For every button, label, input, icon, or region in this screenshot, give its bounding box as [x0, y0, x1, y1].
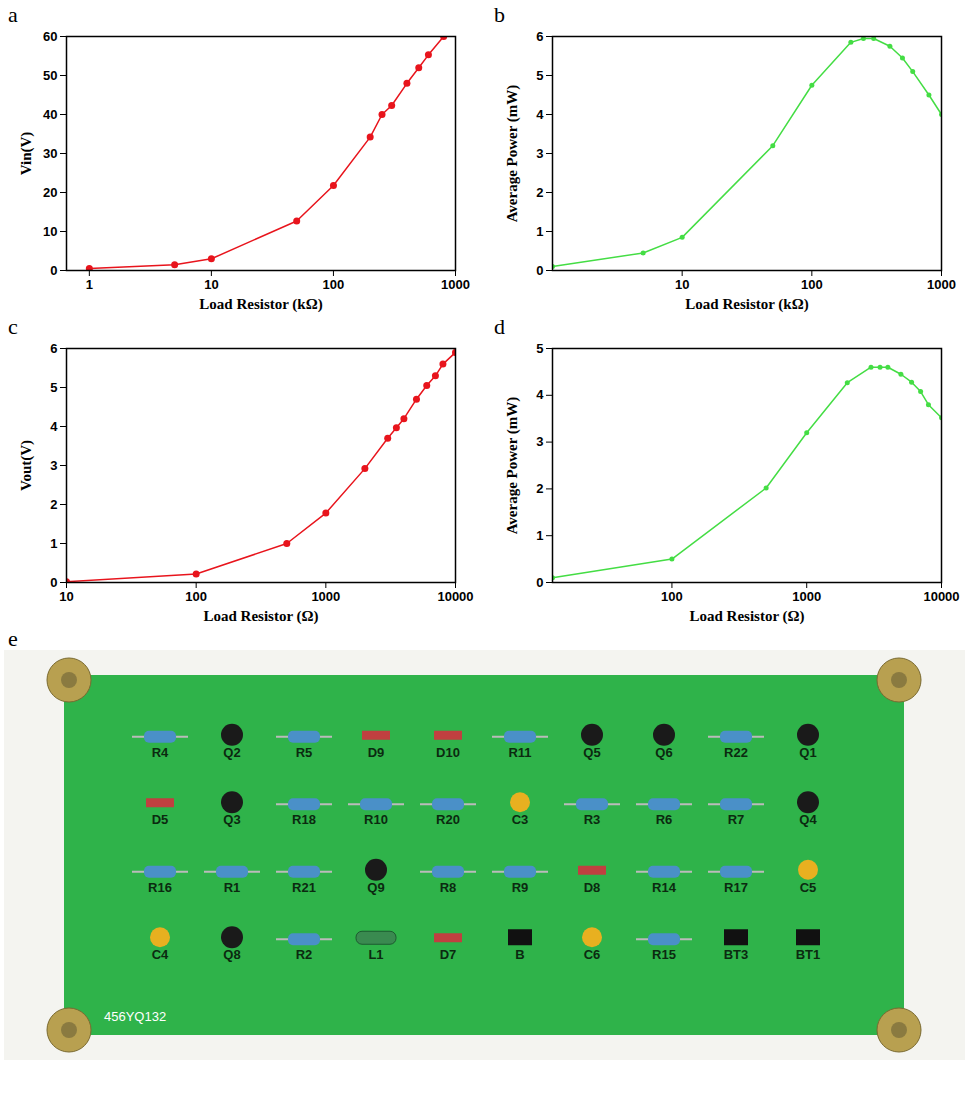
svg-text:5: 5	[536, 68, 543, 83]
svg-text:C3: C3	[512, 812, 529, 827]
svg-text:4: 4	[536, 387, 544, 402]
svg-text:1000: 1000	[441, 277, 470, 292]
svg-text:2: 2	[536, 481, 543, 496]
svg-text:10000: 10000	[923, 589, 959, 604]
svg-text:0: 0	[50, 575, 57, 590]
html-text:c: c	[8, 314, 18, 339]
svg-text:100: 100	[323, 277, 345, 292]
svg-text:100: 100	[661, 589, 683, 604]
svg-text:5: 5	[536, 341, 543, 356]
svg-text:1: 1	[86, 277, 93, 292]
svg-text:Q6: Q6	[655, 745, 672, 760]
svg-text:60: 60	[43, 29, 57, 44]
svg-text:Vout(V): Vout(V)	[18, 440, 35, 491]
svg-text:10: 10	[675, 277, 689, 292]
svg-text:C5: C5	[800, 880, 817, 895]
svg-text:100: 100	[801, 277, 823, 292]
html-text:b: b	[494, 2, 505, 27]
svg-text:R21: R21	[292, 880, 316, 895]
svg-text:BT1: BT1	[796, 947, 821, 962]
html-text:a: a	[8, 2, 18, 27]
svg-text:2: 2	[50, 497, 57, 512]
svg-text:Q3: Q3	[223, 812, 240, 827]
svg-text:Load Resistor (Ω): Load Resistor (Ω)	[689, 608, 804, 625]
svg-text:R15: R15	[652, 947, 676, 962]
html-text:d: d	[494, 314, 505, 339]
svg-text:Average Power (mW): Average Power (mW)	[504, 85, 521, 223]
svg-text:R6: R6	[656, 812, 673, 827]
svg-text:10: 10	[59, 589, 73, 604]
svg-text:Average Power (mW): Average Power (mW)	[504, 397, 521, 535]
svg-text:Vin(V): Vin(V)	[18, 132, 35, 176]
svg-text:3: 3	[50, 458, 57, 473]
svg-text:R4: R4	[152, 745, 169, 760]
svg-text:R17: R17	[724, 880, 748, 895]
svg-text:R5: R5	[296, 745, 313, 760]
svg-text:6: 6	[50, 341, 57, 356]
svg-text:0: 0	[50, 263, 57, 278]
svg-text:R7: R7	[728, 812, 745, 827]
svg-text:40: 40	[43, 107, 57, 122]
svg-text:Q9: Q9	[367, 880, 384, 895]
svg-text:10000: 10000	[437, 589, 473, 604]
svg-text:R14: R14	[652, 880, 677, 895]
svg-text:1: 1	[50, 536, 57, 551]
svg-text:D9: D9	[368, 745, 385, 760]
svg-text:R1: R1	[224, 880, 241, 895]
svg-text:R10: R10	[364, 812, 388, 827]
svg-text:Q4: Q4	[799, 812, 817, 827]
svg-text:3: 3	[536, 146, 543, 161]
svg-text:4: 4	[50, 419, 58, 434]
svg-text:L1: L1	[368, 947, 383, 962]
svg-text:R20: R20	[436, 812, 460, 827]
svg-text:D5: D5	[152, 812, 169, 827]
svg-text:R9: R9	[512, 880, 529, 895]
svg-text:456YQ132: 456YQ132	[104, 1009, 166, 1024]
svg-text:D8: D8	[584, 880, 601, 895]
svg-text:1000: 1000	[792, 589, 821, 604]
svg-text:C4: C4	[152, 947, 169, 962]
html-text:e: e	[8, 626, 18, 651]
svg-text:1: 1	[536, 224, 543, 239]
svg-text:D10: D10	[436, 745, 460, 760]
svg-text:R8: R8	[440, 880, 457, 895]
svg-text:B: B	[515, 947, 524, 962]
svg-text:30: 30	[43, 146, 57, 161]
svg-text:D7: D7	[440, 947, 457, 962]
svg-text:50: 50	[43, 68, 57, 83]
svg-text:R22: R22	[724, 745, 748, 760]
svg-text:1: 1	[536, 528, 543, 543]
svg-text:1000: 1000	[311, 589, 340, 604]
svg-text:C6: C6	[584, 947, 601, 962]
svg-text:Load Resistor (kΩ): Load Resistor (kΩ)	[685, 296, 808, 313]
svg-text:2: 2	[536, 185, 543, 200]
svg-text:0: 0	[536, 263, 543, 278]
svg-text:BT3: BT3	[724, 947, 749, 962]
svg-text:3: 3	[536, 434, 543, 449]
svg-text:6: 6	[536, 29, 543, 44]
svg-text:10: 10	[204, 277, 218, 292]
svg-text:10: 10	[43, 224, 57, 239]
svg-text:20: 20	[43, 185, 57, 200]
svg-text:1000: 1000	[927, 277, 956, 292]
svg-text:R18: R18	[292, 812, 316, 827]
svg-text:R11: R11	[508, 745, 531, 760]
svg-text:R16: R16	[148, 880, 172, 895]
svg-text:5: 5	[50, 380, 57, 395]
svg-text:Q2: Q2	[223, 745, 240, 760]
svg-text:Q8: Q8	[223, 947, 240, 962]
svg-text:0: 0	[536, 575, 543, 590]
svg-text:100: 100	[185, 589, 207, 604]
svg-text:Load Resistor (Ω): Load Resistor (Ω)	[203, 608, 318, 625]
svg-text:Load Resistor (kΩ): Load Resistor (kΩ)	[199, 296, 322, 313]
svg-text:4: 4	[536, 107, 544, 122]
svg-text:Q1: Q1	[799, 745, 816, 760]
svg-text:Q5: Q5	[583, 745, 600, 760]
svg-text:R3: R3	[584, 812, 601, 827]
svg-text:R2: R2	[296, 947, 313, 962]
